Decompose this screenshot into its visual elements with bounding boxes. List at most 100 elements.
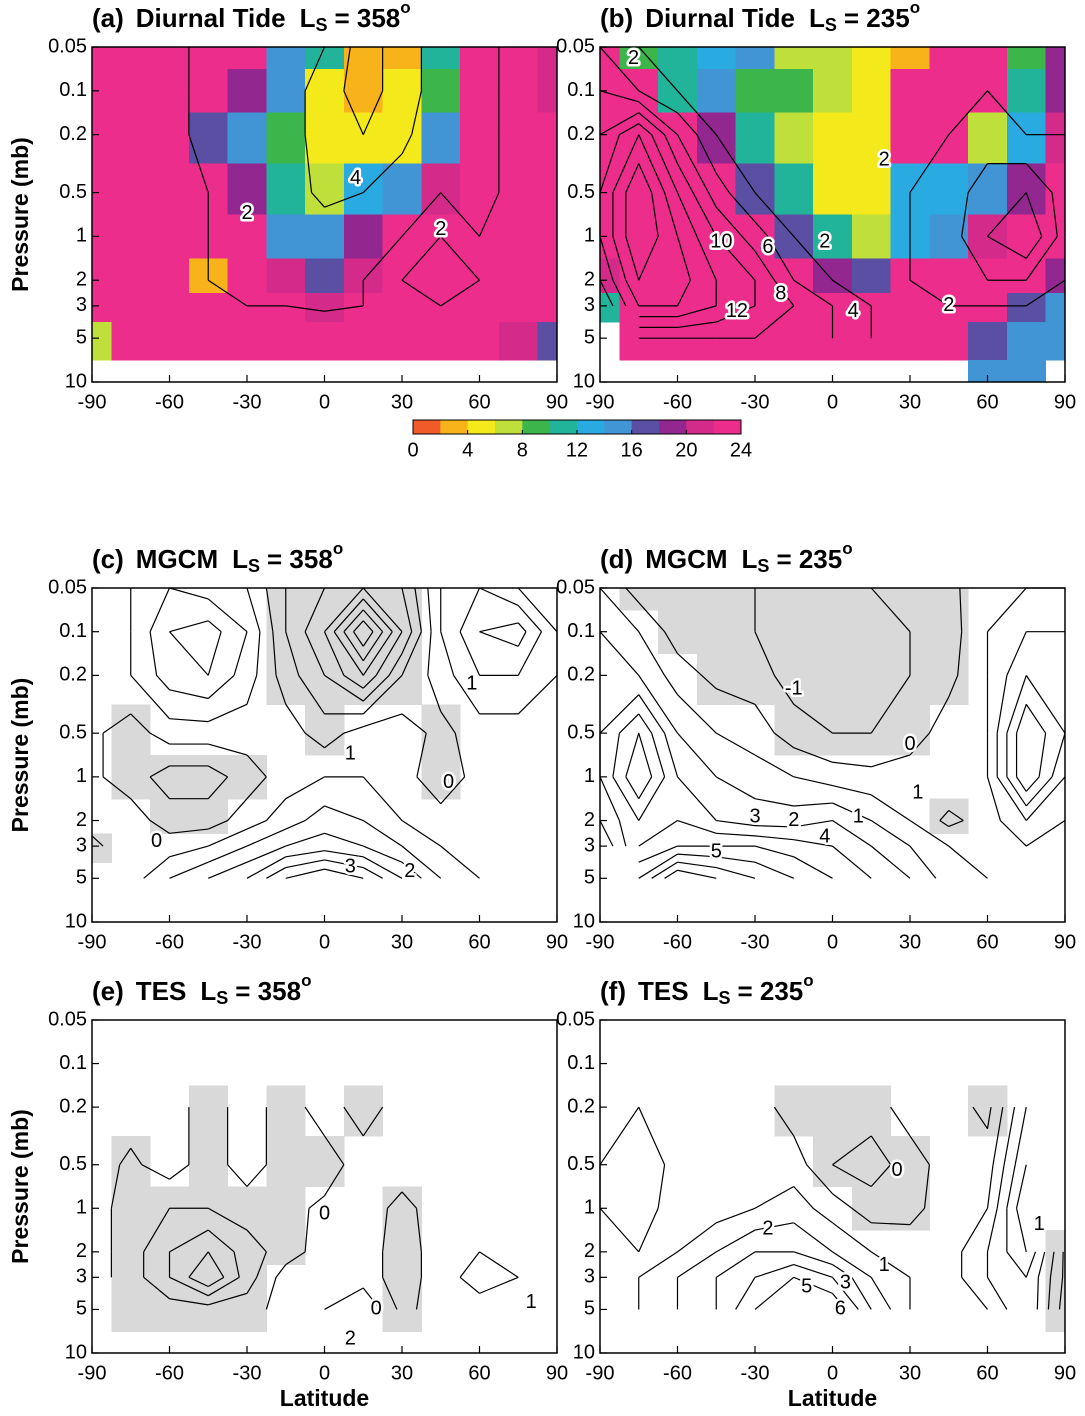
field-cell <box>537 322 558 361</box>
contour-line <box>676 134 710 193</box>
field-cell <box>92 293 112 323</box>
contour-line <box>324 868 364 879</box>
contour-line <box>793 1276 833 1294</box>
contour-line <box>677 1251 717 1278</box>
contour-line <box>375 631 403 676</box>
contour-label: 1 <box>345 743 356 765</box>
contour-line <box>793 1186 814 1209</box>
contour-line <box>832 1251 872 1278</box>
contour-line <box>754 305 795 339</box>
contour-line <box>707 192 717 208</box>
field-cell <box>813 163 853 216</box>
field-cell <box>968 163 1008 216</box>
y-tick-label: 3 <box>76 834 87 856</box>
contour-line <box>207 620 222 633</box>
contour-line <box>343 46 351 91</box>
field-cell <box>305 1135 345 1188</box>
field-cell <box>227 68 267 114</box>
colorbar-tick-label: 8 <box>517 439 528 461</box>
field-cell <box>382 588 422 611</box>
field-cell <box>1006 214 1047 259</box>
field-cell <box>890 588 930 611</box>
contour-line <box>793 1251 833 1266</box>
field-cell <box>813 1085 853 1137</box>
contour-line <box>1025 236 1058 281</box>
x-tick-label: 0 <box>827 391 838 413</box>
contour-line <box>324 732 345 749</box>
x-tick-label: 30 <box>899 391 921 413</box>
x-tick-label: 30 <box>391 1362 413 1384</box>
x-tick-label: 60 <box>976 1362 998 1384</box>
contour-line <box>677 112 698 136</box>
contour-line <box>715 236 756 281</box>
contour-line <box>638 820 678 847</box>
contour-line <box>362 820 403 847</box>
contour-line <box>909 134 950 193</box>
contour-line <box>948 675 959 698</box>
field-cell <box>150 258 190 294</box>
field-cell <box>266 1186 306 1231</box>
contour-line <box>638 90 678 114</box>
contour-label: 3 <box>840 1272 851 1294</box>
field-cell <box>890 47 930 70</box>
field-cell <box>382 68 422 114</box>
field-cell <box>188 798 229 834</box>
field-cell <box>92 163 112 216</box>
contour-line <box>169 1276 209 1297</box>
contour-line <box>401 861 422 879</box>
contour-line <box>793 703 833 734</box>
contour-line <box>130 798 151 821</box>
field-cell <box>968 47 1008 70</box>
contour-line <box>676 279 691 307</box>
contour-line <box>716 819 756 827</box>
colorbar-segment <box>659 420 687 434</box>
field-cell <box>92 833 112 863</box>
contour-line <box>333 598 364 633</box>
field-cell <box>851 112 892 165</box>
contour-line <box>401 845 442 879</box>
field-cell <box>813 609 853 655</box>
y-tick-label: 0.1 <box>567 620 595 642</box>
y-axis-title: Pressure (mb) <box>7 1109 33 1264</box>
contour-line <box>638 776 653 800</box>
title-text: Diurnal Tide <box>645 3 795 33</box>
contour-line <box>285 832 325 847</box>
contour-line <box>362 587 403 633</box>
contour-line <box>285 819 306 830</box>
field-cell <box>813 588 853 611</box>
contour-line <box>304 631 326 676</box>
contour-line <box>188 1276 209 1288</box>
contour-line <box>986 1208 998 1252</box>
field-cell <box>305 68 345 114</box>
field-cell <box>774 163 814 216</box>
contour-line <box>343 631 364 662</box>
contour-line <box>793 819 833 828</box>
field-cell <box>658 47 698 70</box>
contour-line <box>651 192 659 237</box>
colorbar-segment <box>604 420 633 434</box>
contour-line <box>440 631 455 676</box>
field-cell <box>421 322 461 361</box>
contour-line <box>832 1193 853 1209</box>
contour-line <box>440 236 480 281</box>
contour-line <box>716 688 756 705</box>
x-tick-label: -60 <box>663 931 692 953</box>
field-cell <box>111 47 151 70</box>
contour-label: 2 <box>943 294 954 316</box>
contour-label: 4 <box>848 300 859 322</box>
contour-line <box>285 859 325 869</box>
contour-line <box>870 1251 911 1278</box>
contour-line <box>207 674 235 699</box>
field-cell <box>111 68 151 114</box>
contour-label: 2 <box>435 218 446 240</box>
field-cell <box>696 588 737 611</box>
contour-line <box>871 754 911 768</box>
contour-line <box>517 631 527 647</box>
y-tick-label: 3 <box>584 1266 595 1288</box>
contour-line <box>479 1276 519 1294</box>
contour-line <box>416 776 442 805</box>
contour-line <box>207 279 248 307</box>
contour-line <box>285 850 325 858</box>
field-cell <box>382 322 422 361</box>
panel-title: (e) TES LS = 358o <box>92 971 311 1007</box>
